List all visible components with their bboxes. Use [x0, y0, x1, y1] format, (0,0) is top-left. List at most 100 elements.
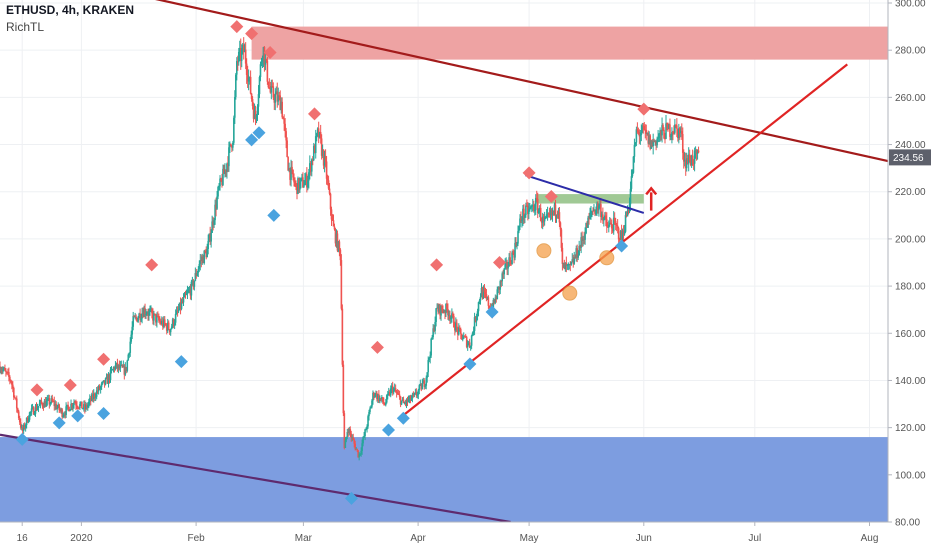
candle-body: [251, 98, 254, 107]
candle-body: [524, 215, 526, 218]
candle-body: [637, 130, 640, 132]
candle-body: [477, 302, 480, 312]
candle-body: [629, 188, 632, 205]
candle-body: [667, 123, 669, 130]
candle-body: [307, 180, 309, 188]
candle-body: [648, 135, 651, 144]
candle-body: [50, 398, 53, 403]
candle-body: [238, 47, 241, 52]
candle-body: [95, 390, 98, 397]
candle-body: [651, 140, 653, 147]
candle-body: [469, 345, 472, 348]
candle-body: [418, 385, 421, 391]
candle-body: [117, 364, 120, 369]
candle-body: [61, 409, 63, 417]
candle-body: [594, 209, 596, 214]
sell-signal-diamond: [145, 258, 159, 272]
candle-body: [268, 87, 271, 89]
candle-body: [565, 263, 568, 266]
candle-body: [682, 152, 685, 162]
candle-body: [642, 125, 645, 127]
candle-body: [694, 150, 697, 152]
x-tick-label: Mar: [295, 533, 313, 544]
candle-body: [356, 448, 358, 451]
candle-body: [281, 101, 283, 118]
candle-body: [158, 316, 160, 321]
candle-body: [584, 233, 586, 240]
candle-body: [384, 403, 386, 406]
candle-body: [500, 281, 503, 283]
candle-body: [668, 124, 670, 130]
candle-body: [325, 161, 328, 179]
candle-body: [475, 316, 478, 322]
candle-body: [540, 220, 543, 223]
candle-body: [41, 403, 44, 407]
candle-body: [15, 398, 18, 409]
candle-body: [656, 138, 658, 146]
candle-body: [330, 209, 333, 220]
candle-body: [414, 392, 417, 394]
last-price-label: 234.56: [893, 153, 924, 164]
candle-body: [166, 322, 169, 331]
candle-body: [188, 289, 191, 291]
candle-body: [31, 407, 34, 409]
candle-body: [562, 262, 565, 264]
sell-signal-diamond: [493, 256, 506, 269]
candle-body: [675, 124, 677, 126]
candle-body: [457, 327, 459, 335]
candle-body: [154, 313, 156, 315]
candle-body: [176, 310, 179, 312]
candle-body: [4, 368, 6, 371]
candle-body: [654, 140, 656, 142]
candle-body: [684, 159, 687, 169]
candle-body: [2, 369, 4, 371]
candle-body: [112, 367, 115, 370]
candle-body: [680, 131, 683, 135]
candle-body: [586, 223, 588, 228]
candle-body: [473, 317, 476, 331]
y-tick-label: 200.00: [895, 234, 926, 245]
candle-body: [546, 213, 549, 215]
candle-body: [100, 383, 103, 387]
candle-body: [47, 398, 50, 400]
candle-body: [483, 289, 486, 292]
candle-body: [60, 409, 62, 411]
candle-body: [222, 168, 224, 185]
candle-body: [289, 168, 291, 180]
candle-body: [310, 159, 313, 172]
candle-body: [27, 419, 30, 423]
candle-body: [198, 264, 201, 269]
candle-body: [143, 308, 145, 317]
candle-body: [609, 222, 612, 225]
candle-body: [599, 204, 601, 206]
y-tick-label: 80.00: [895, 518, 920, 529]
candle-body: [539, 207, 542, 221]
candle-body: [177, 309, 180, 312]
candle-body: [234, 97, 236, 118]
candle-body: [120, 364, 123, 366]
candle-body: [618, 239, 621, 241]
circled-low: [562, 285, 578, 301]
candle-body: [508, 257, 510, 267]
candle-body: [203, 250, 206, 264]
candle-body: [293, 177, 295, 183]
candle-body: [195, 272, 198, 277]
candle-body: [520, 218, 522, 221]
candle-body: [163, 319, 166, 324]
candle-body: [604, 215, 606, 219]
candle-body: [162, 319, 165, 327]
candle-body: [496, 289, 499, 300]
candle-body: [639, 135, 642, 137]
candle-body: [236, 61, 238, 75]
candle-body: [335, 233, 338, 244]
candle-body: [460, 333, 463, 340]
candle-body: [365, 429, 367, 431]
chart-title: ETHUSD, 4h, KRAKEN: [6, 3, 135, 17]
candle-body: [280, 101, 282, 111]
candle-body: [108, 374, 111, 380]
candle-body: [380, 397, 382, 400]
candle-body: [485, 294, 488, 299]
candle-body: [20, 426, 23, 428]
candle-body: [564, 263, 567, 270]
